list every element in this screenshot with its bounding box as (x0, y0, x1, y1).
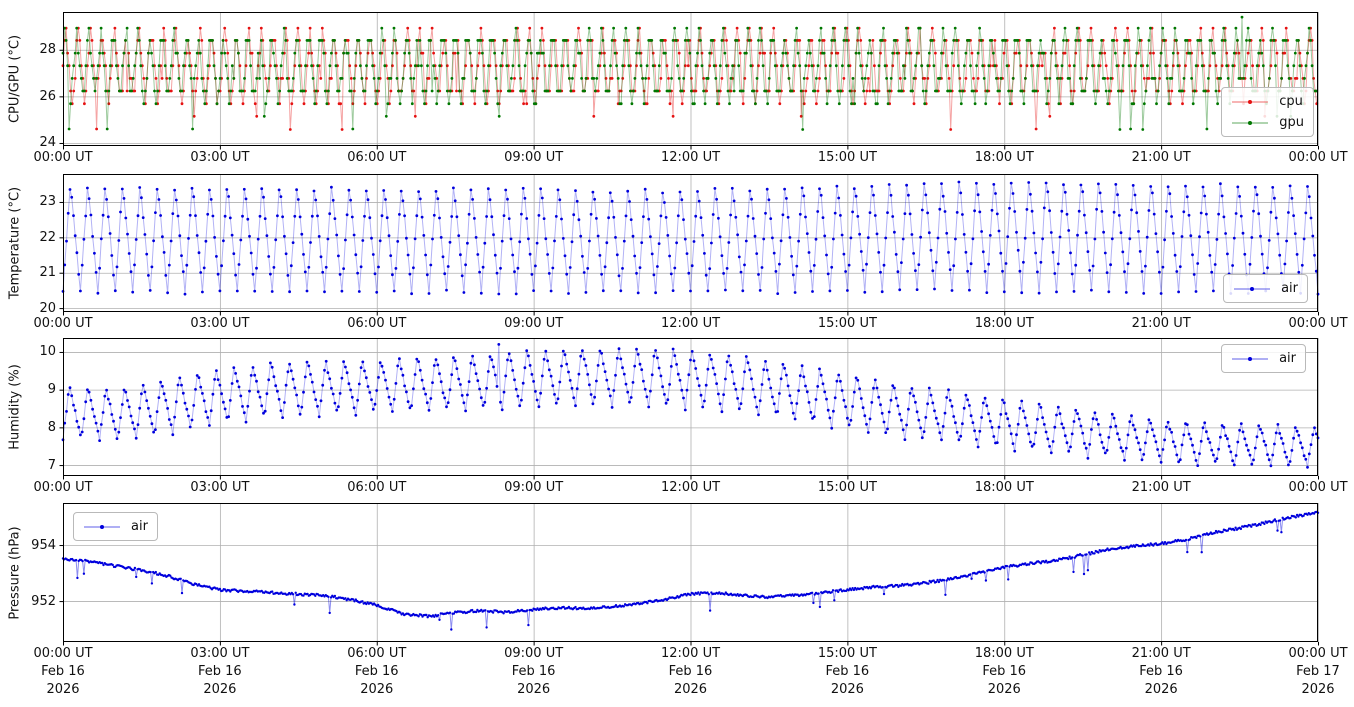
x-tick-label: 21:00 UT (1131, 480, 1191, 495)
x-tick-date-label: Feb 17 (1296, 664, 1340, 679)
chart-canvas (59, 338, 1320, 480)
x-tick-label: 09:00 UT (504, 150, 564, 165)
y-tick-label: 952 (31, 593, 56, 609)
x-tick-date-label: Feb 16 (668, 664, 713, 679)
y-tick-label: 21 (39, 265, 56, 281)
legend-entry: air (1229, 348, 1296, 369)
x-tick-label: 18:00 UT (974, 646, 1034, 661)
chart-canvas (59, 503, 1320, 646)
x-tick-label: 21:00 UT (1131, 646, 1191, 661)
x-tick-label: 15:00 UT (817, 316, 877, 331)
y-tick-label: 23 (39, 194, 56, 210)
y-tick-label: 26 (39, 88, 56, 104)
legend: air (1223, 274, 1308, 303)
y-tick-label: 28 (39, 42, 56, 58)
x-tick-label: 18:00 UT (974, 316, 1034, 331)
x-tick-year-label: 2026 (1301, 682, 1335, 697)
x-tick-label: 06:00 UT (347, 480, 407, 495)
x-tick-date-label: Feb 16 (41, 664, 85, 679)
x-tick-label: 00:00 UT (1288, 316, 1348, 331)
x-tick-label: 12:00 UT (660, 150, 721, 165)
chart-canvas (59, 174, 1320, 316)
x-tick-year-label: 2026 (673, 682, 708, 697)
x-tick-year-label: 2026 (203, 682, 237, 697)
legend-marker-icon (84, 524, 120, 529)
chart-canvas (59, 12, 1319, 150)
x-tick-year-label: 2026 (987, 682, 1021, 697)
x-tick-label: 09:00 UT (504, 480, 564, 495)
x-tick-label: 00:00 UT (33, 150, 93, 165)
x-tick-label: 15:00 UT (817, 646, 877, 661)
y-tick-label: 22 (39, 229, 56, 245)
legend-marker-icon (1232, 356, 1269, 361)
x-tick-date-label: Feb 16 (354, 664, 399, 679)
x-tick-label: 15:00 UT (817, 150, 877, 165)
x-tick-label: 06:00 UT (347, 150, 407, 165)
x-tick-label: 12:00 UT (660, 646, 721, 661)
x-tick-label: 03:00 UT (190, 646, 250, 661)
legend: cpu gpu (1221, 87, 1314, 137)
legend-label: air (1279, 351, 1296, 366)
x-tick-year-label: 2026 (1144, 682, 1178, 697)
x-tick-label: 00:00 UT (1288, 150, 1348, 165)
x-tick-date-label: Feb 16 (198, 664, 242, 679)
x-tick-date-label: Feb 16 (511, 664, 556, 679)
y-tick-label: 9 (47, 382, 56, 398)
legend-label: air (1281, 281, 1298, 296)
legend-label: gpu (1279, 115, 1304, 130)
x-tick-date-label: Feb 16 (982, 664, 1027, 679)
x-tick-date-label: Feb 16 (1139, 664, 1183, 679)
legend-entry: cpu (1229, 91, 1304, 112)
y-tick-label: 24 (39, 135, 56, 151)
legend: air (73, 512, 158, 541)
x-tick-label: 12:00 UT (660, 480, 721, 495)
humidity-y-axis-label: Humidity (%) (7, 364, 23, 450)
x-tick-label: 06:00 UT (347, 646, 407, 661)
x-tick-label: 03:00 UT (190, 150, 250, 165)
x-tick-year-label: 2026 (517, 682, 551, 697)
x-tick-label: 18:00 UT (974, 480, 1034, 495)
x-tick-label: 06:00 UT (347, 316, 407, 331)
x-tick-label: 18:00 UT (974, 150, 1034, 165)
x-tick-label: 00:00 UT (1288, 646, 1348, 661)
y-tick-label: 10 (39, 344, 56, 360)
x-tick-label: 00:00 UT (33, 480, 93, 495)
y-tick-label: 8 (47, 419, 56, 435)
x-tick-label: 09:00 UT (504, 646, 564, 661)
x-tick-label: 00:00 UT (33, 316, 93, 331)
x-tick-label: 15:00 UT (817, 480, 877, 495)
x-tick-label: 00:00 UT (33, 646, 93, 661)
legend-label: air (131, 519, 148, 534)
y-tick-label: 954 (31, 537, 56, 553)
x-tick-date-label: Feb 16 (825, 664, 870, 679)
x-tick-year-label: 2026 (46, 682, 80, 697)
legend-marker-icon (1232, 99, 1269, 104)
x-tick-label: 03:00 UT (190, 316, 250, 331)
x-tick-year-label: 2026 (830, 682, 864, 697)
x-tick-label: 21:00 UT (1131, 316, 1191, 331)
y-tick-label: 7 (47, 457, 56, 473)
x-tick-label: 21:00 UT (1131, 150, 1191, 165)
x-tick-label: 09:00 UT (504, 316, 564, 331)
x-tick-label: 03:00 UT (190, 480, 250, 495)
legend-entry: air (81, 516, 148, 537)
legend-label: cpu (1279, 94, 1303, 109)
y-tick-label: 20 (39, 300, 56, 316)
x-tick-label: 12:00 UT (660, 316, 721, 331)
x-tick-label: 00:00 UT (1288, 480, 1348, 495)
legend-entry: air (1231, 278, 1298, 299)
legend-entry: gpu (1229, 112, 1304, 133)
x-tick-year-label: 2026 (360, 682, 394, 697)
legend-marker-icon (1232, 120, 1269, 125)
legend: air (1221, 344, 1306, 373)
legend-marker-icon (1234, 286, 1271, 291)
